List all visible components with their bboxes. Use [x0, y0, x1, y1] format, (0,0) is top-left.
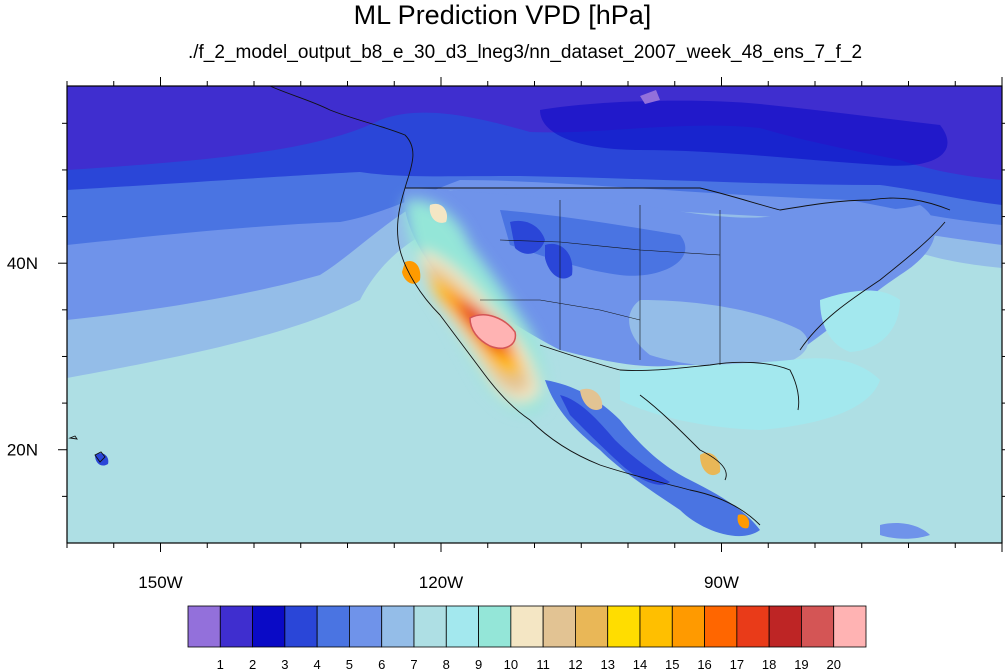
colorbar-swatch: [187, 605, 221, 648]
colorbar-swatch: [284, 605, 318, 648]
map-subtitle: ./f_2_model_output_b8_e_30_d3_lneg3/nn_d…: [187, 42, 863, 63]
colorbar-swatch: [671, 605, 705, 648]
lat-tick-label: 20N: [7, 441, 38, 460]
caribbean-field: [880, 523, 930, 539]
colorbar-swatch: [639, 605, 673, 648]
southeast-field-7: [629, 300, 808, 368]
colorbar-label: 18: [762, 657, 776, 672]
colorbar-swatch: [381, 605, 415, 648]
colorbar-swatch: [704, 605, 738, 648]
colorbar-swatch: [413, 605, 447, 648]
colorbar-label: 6: [378, 657, 385, 672]
coastlines: [68, 86, 951, 526]
state-lines-vertical: [559, 200, 721, 365]
colorbar-swatch: [510, 605, 544, 648]
rockies-core-4: [510, 220, 545, 254]
arctic-spot-1: [640, 90, 660, 104]
arctic-core-3: [540, 100, 948, 166]
colorbar-swatch: [316, 605, 350, 648]
colorbar-label: 4: [314, 657, 321, 672]
colorado-core-4: [545, 243, 573, 279]
colorbar-label: 8: [443, 657, 450, 672]
colorbar: 1 2 3 4 5 6 7 8 9 10 11 12 13 14 15 16 17 18 19 20: [187, 605, 867, 672]
colorbar-label: 11: [536, 657, 550, 672]
pacific-coast: [397, 187, 761, 526]
state-line-2: [499, 239, 721, 256]
colorbar-swatch: [478, 605, 512, 648]
chihuahua-spot: [580, 388, 603, 410]
map-title: ML Prediction VPD [hPa]: [353, 0, 652, 30]
colorbar-swatch: [575, 605, 609, 648]
lon-tick-label: 150W: [138, 573, 182, 592]
colorbar-label: 5: [346, 657, 353, 672]
gulf-coast: [539, 344, 800, 411]
oregon-spot: [429, 203, 448, 223]
colorbar-swatch: [768, 605, 802, 648]
colorbar-label: 14: [633, 657, 647, 672]
mexico-highland-field: [545, 380, 760, 537]
sierra-madre-core: [560, 395, 670, 485]
colorbar-swatch: [349, 605, 383, 648]
central-america-spot: [737, 514, 750, 529]
alaska-coast: [269, 86, 414, 189]
colorbar-label: 7: [410, 657, 417, 672]
yucatan-spot: [700, 452, 721, 476]
colorbar-swatch: [445, 605, 479, 648]
colorbar-swatch: [607, 605, 641, 648]
central-valley-spot: [402, 260, 421, 284]
mojave-peak-20: [469, 314, 517, 349]
lon-tick-label: 90W: [704, 573, 739, 592]
colorbar-label: 20: [826, 657, 840, 672]
colorbar-swatch: [542, 605, 576, 648]
lon-tick-label: 120W: [419, 573, 463, 592]
colorbar-label: 13: [600, 657, 614, 672]
rockies-field-5: [500, 210, 686, 276]
colorbar-swatch: [252, 605, 286, 648]
colorbar-swatch: [736, 605, 770, 648]
colorbar-label: 17: [730, 657, 744, 672]
colorbar-label: 3: [281, 657, 288, 672]
colorbar-label: 12: [568, 657, 582, 672]
atlantic-coast: [799, 221, 946, 351]
colorbar-label: 2: [249, 657, 256, 672]
gulf-field-9: [620, 358, 880, 430]
state-line-1: [480, 299, 641, 321]
lat-tick-label: 40N: [7, 254, 38, 273]
colorbar-label: 10: [504, 657, 518, 672]
colorbar-swatch: [219, 605, 253, 648]
colorbar-label: 16: [697, 657, 711, 672]
colorbar-label: 9: [475, 657, 482, 672]
hawaii-outline: [68, 435, 106, 463]
canada-border: [405, 187, 951, 211]
axis-ticks: 150W 120W 90W 40N 20N: [7, 77, 1005, 592]
colorbar-label: 15: [665, 657, 679, 672]
atlantic-field-9: [820, 290, 900, 352]
colorbar-swatch: [833, 605, 867, 648]
yucatan-coast: [639, 394, 727, 481]
colorbar-label: 19: [794, 657, 808, 672]
vpd-contour-field: [67, 86, 1002, 543]
colorbar-swatch: [801, 605, 835, 648]
colorbar-label: 1: [217, 657, 224, 672]
